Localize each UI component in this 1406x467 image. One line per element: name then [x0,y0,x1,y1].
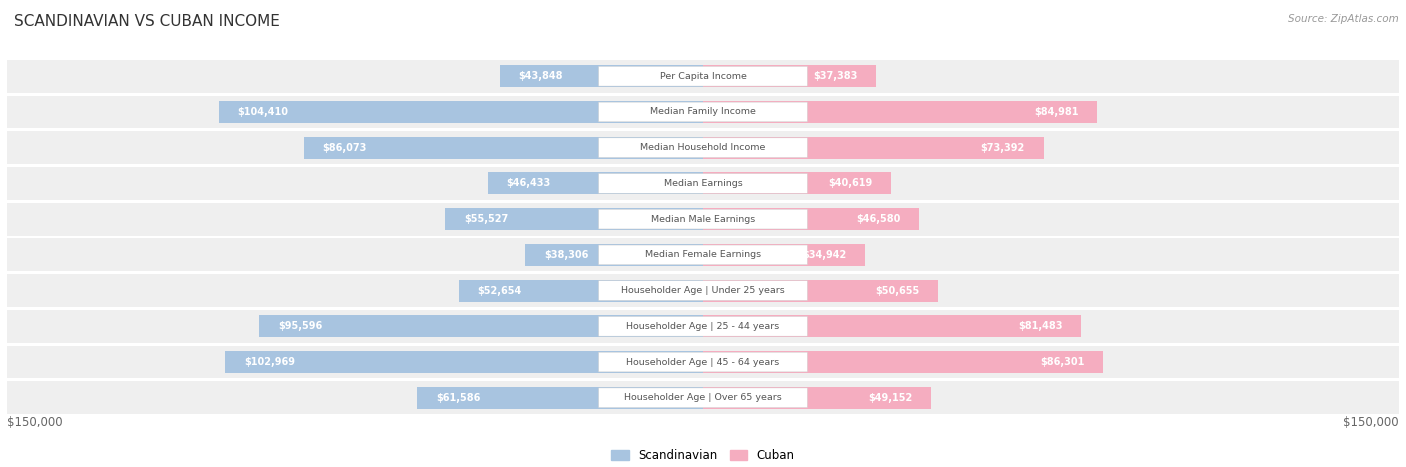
Text: $102,969: $102,969 [243,357,295,367]
Text: $50,655: $50,655 [875,286,920,296]
Text: $150,000: $150,000 [7,416,63,429]
Bar [7,310,1399,343]
Bar [260,315,703,337]
Bar [526,244,703,266]
Bar [703,315,1081,337]
Text: $84,981: $84,981 [1035,107,1078,117]
Bar [703,101,1097,123]
Bar [703,208,920,230]
Bar [7,203,1399,235]
Legend: Scandinavian, Cuban: Scandinavian, Cuban [606,445,800,467]
Text: $150,000: $150,000 [1343,416,1399,429]
Text: Median Household Income: Median Household Income [640,143,766,152]
Bar [418,387,703,409]
Bar [499,65,703,87]
Bar [703,244,865,266]
Bar [703,351,1104,373]
Text: Median Female Earnings: Median Female Earnings [645,250,761,259]
Text: $73,392: $73,392 [981,143,1025,153]
Bar [7,239,1399,271]
Text: $43,848: $43,848 [519,71,562,81]
FancyBboxPatch shape [599,174,807,193]
Text: $46,433: $46,433 [506,178,550,188]
Bar [7,167,1399,200]
FancyBboxPatch shape [599,102,807,122]
Text: $81,483: $81,483 [1018,321,1063,331]
Bar [7,346,1399,378]
Bar [703,137,1043,159]
FancyBboxPatch shape [599,245,807,265]
FancyBboxPatch shape [599,281,807,300]
Bar [703,280,938,302]
Text: Median Family Income: Median Family Income [650,107,756,116]
Bar [446,208,703,230]
Text: $34,942: $34,942 [803,250,846,260]
Bar [703,65,876,87]
Bar [488,172,703,194]
Text: $37,383: $37,383 [814,71,858,81]
FancyBboxPatch shape [599,138,807,157]
FancyBboxPatch shape [599,209,807,229]
Text: $86,073: $86,073 [322,143,367,153]
Text: $49,152: $49,152 [869,393,912,403]
Text: Householder Age | Under 25 years: Householder Age | Under 25 years [621,286,785,295]
Text: Source: ZipAtlas.com: Source: ZipAtlas.com [1288,14,1399,24]
Text: Householder Age | 25 - 44 years: Householder Age | 25 - 44 years [627,322,779,331]
Text: SCANDINAVIAN VS CUBAN INCOME: SCANDINAVIAN VS CUBAN INCOME [14,14,280,29]
FancyBboxPatch shape [599,317,807,336]
Text: $95,596: $95,596 [278,321,322,331]
Bar [7,131,1399,164]
Bar [304,137,703,159]
Text: Per Capita Income: Per Capita Income [659,72,747,81]
Bar [703,172,891,194]
Text: Median Earnings: Median Earnings [664,179,742,188]
Bar [7,96,1399,128]
Text: $61,586: $61,586 [436,393,481,403]
Bar [218,101,703,123]
Text: $55,527: $55,527 [464,214,508,224]
Bar [7,60,1399,92]
Text: $38,306: $38,306 [544,250,588,260]
Bar [7,274,1399,307]
Text: Median Male Earnings: Median Male Earnings [651,215,755,224]
Text: $46,580: $46,580 [856,214,901,224]
Text: $52,654: $52,654 [477,286,522,296]
FancyBboxPatch shape [599,388,807,408]
Text: $104,410: $104,410 [238,107,288,117]
FancyBboxPatch shape [599,352,807,372]
Text: $40,619: $40,619 [828,178,873,188]
Text: Householder Age | Over 65 years: Householder Age | Over 65 years [624,393,782,402]
Bar [7,382,1399,414]
Text: $86,301: $86,301 [1040,357,1085,367]
Bar [458,280,703,302]
Text: Householder Age | 45 - 64 years: Householder Age | 45 - 64 years [627,358,779,367]
FancyBboxPatch shape [599,66,807,86]
Bar [225,351,703,373]
Bar [703,387,931,409]
